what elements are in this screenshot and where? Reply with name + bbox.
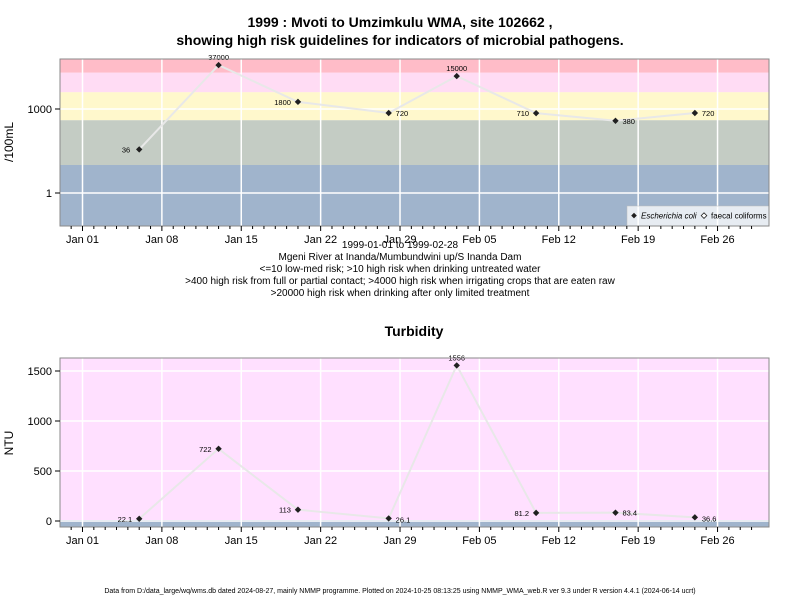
microbial-plot-frame [59,58,770,227]
turbidity-data-label: 81.2 [514,509,529,518]
caption-risk-line3: >20000 high risk when drinking after onl… [270,288,530,299]
ecoli-data-point [294,98,302,106]
ecoli-data-label: 720 [396,109,409,118]
ecoli-data-point [136,146,143,153]
ecoli-data-point [453,72,460,80]
microbial-x-tick-label: Jan 22 [304,234,337,246]
risk-band-high-treatment [60,59,769,73]
caption-site: Mgeni River at Inanda/Mumbundwini up/S I… [278,252,522,263]
turbidity-x-tick-label: Feb 26 [700,535,734,547]
microbial-y-tick-label: 1000 [28,104,52,116]
risk-band-high-irrigation [60,92,769,121]
turbidity-x-tick-label: Feb 12 [542,535,576,547]
legend-faecal-coliforms-label: faecal coliforms [711,212,767,221]
risk-band-high-drinking [60,72,769,93]
turbidity-chart-title: Turbidity [385,323,444,339]
ecoli-data-label: 1800 [274,98,291,107]
turbidity-data-point [294,506,302,513]
legend-ecoli-marker [631,212,637,219]
turbidity-x-tick-label: Jan 15 [225,535,258,547]
turbidity-data-label: 113 [279,506,291,515]
turbidity-x-tick-label: Jan 01 [66,535,99,547]
chart-title-line2: showing high risk guidelines for indicat… [176,32,624,48]
turbidity-data-label: 22.1 [118,515,133,524]
turbidity-plot-frame [59,357,770,528]
microbial-x-tick-label: Jan 29 [384,234,417,246]
turbidity-x-tick-label: Jan 08 [145,535,178,547]
microbial-x-tick-label: Feb 12 [542,234,576,246]
microbial-y-tick-label: 1 [46,188,52,200]
turbidity-y-tick-label: 0 [46,516,52,528]
caption-risk-line2: >400 high risk from full or partial cont… [185,276,615,287]
turbidity-x-tick-label: Feb 19 [621,535,655,547]
turbidity-y-tick-label: 1000 [28,416,52,428]
ecoli-data-point [215,61,222,69]
microbial-x-tick-label: Feb 26 [700,234,734,246]
turbidity-data-point [453,362,460,369]
turbidity-series-line [138,363,695,520]
caption-date-range: 1999-01-01 to 1999-02-28 [341,240,459,251]
microbial-x-tick-label: Jan 01 [66,234,99,246]
ecoli-data-label: 380 [622,117,635,126]
ecoli-data-label: 15000 [446,64,467,73]
turbidity-data-point [532,509,540,517]
ecoli-data-point [385,109,392,117]
turbidity-data-label: 83.4 [622,509,637,518]
turbidity-x-tick-label: Jan 22 [304,535,337,547]
turbidity-low-band [60,520,769,527]
turbidity-data-point [136,515,143,522]
turbidity-x-tick-label: Jan 29 [384,535,417,547]
ecoli-data-label: 710 [517,109,530,118]
legend-ecoli-label: Escherichia coli [641,212,697,221]
turbidity-data-point [612,509,619,516]
ecoli-data-label: 36 [122,145,130,154]
turbidity-plot-background [60,358,769,527]
caption-risk-line1: <=10 low-med risk; >10 high risk when dr… [259,264,541,275]
microbial-x-tick-label: Feb 19 [621,234,655,246]
microbial-x-tick-label: Jan 08 [145,234,178,246]
ecoli-data-point [691,109,699,117]
microbial-y-axis-label: /100mL [2,122,16,162]
footer-note: Data from D:/data_large/wq/wms.db dated … [104,588,696,595]
turbidity-data-label: 36.6 [702,514,717,523]
chart-title-line1: 1999 : Mvoti to Umzimkulu WMA, site 1026… [247,14,553,30]
turbidity-data-point [215,445,222,452]
microbial-x-tick-label: Feb 05 [462,234,496,246]
risk-band-high-contact [60,120,769,165]
turbidity-data-label: 26.1 [396,515,411,524]
turbidity-y-tick-label: 1500 [28,366,52,378]
turbidity-data-label: 722 [199,445,212,454]
microbial-x-tick-label: Jan 15 [225,234,258,246]
legend-faecal-coliforms-marker [700,212,708,219]
ecoli-data-label: 37000 [208,53,229,62]
ecoli-series-line [138,63,695,151]
turbidity-data-point [385,515,392,522]
turbidity-data-point [691,514,699,521]
turbidity-y-axis-label: NTU [2,431,16,456]
ecoli-data-point [612,117,619,124]
ecoli-data-point [532,109,540,117]
turbidity-y-tick-label: 500 [34,466,52,478]
turbidity-x-tick-label: Feb 05 [462,535,496,547]
ecoli-data-label: 720 [702,109,715,118]
